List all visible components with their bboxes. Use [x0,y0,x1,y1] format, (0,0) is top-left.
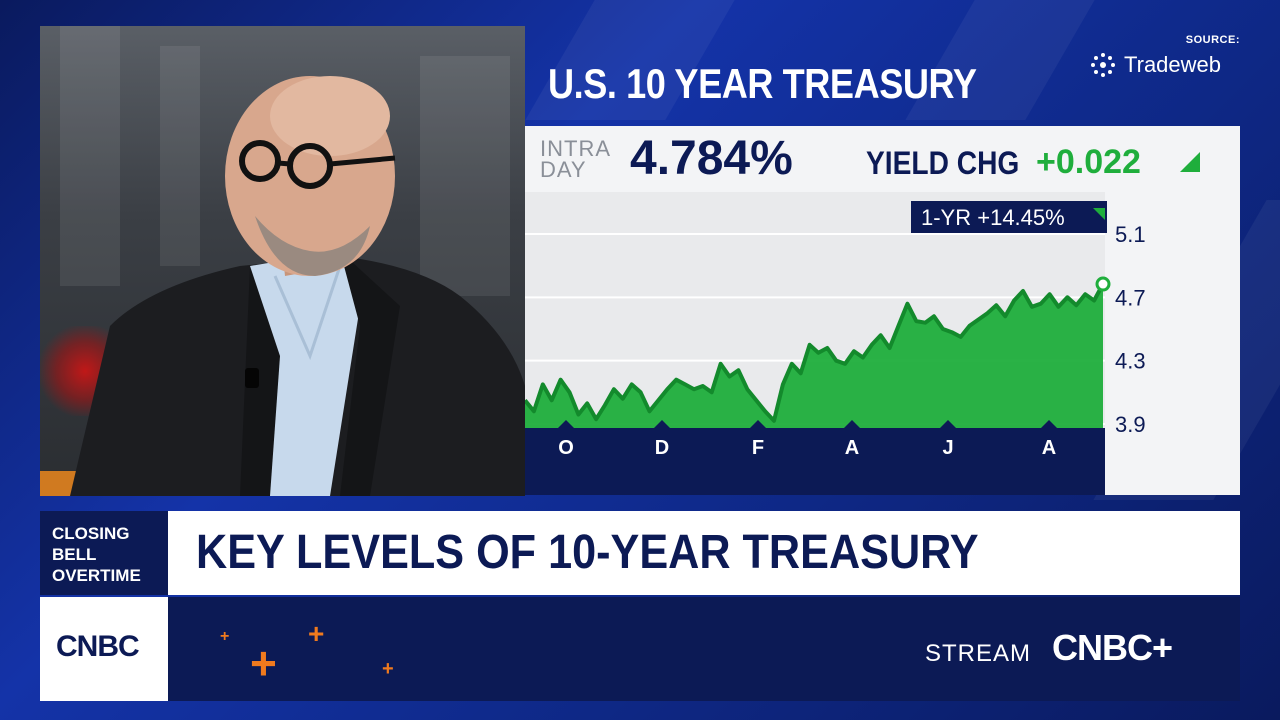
tradeweb-name: Tradeweb [1124,52,1222,77]
x-tick-marker [940,420,956,428]
x-tick-label: A [845,437,859,459]
intraday-line1: INTRA [540,136,611,161]
tradeweb-logo: Tradeweb [1088,50,1221,80]
x-tick-label: F [752,437,764,459]
x-tick-label: A [1042,437,1056,459]
show-name-line3: OVERTIME [52,566,141,585]
headline: KEY LEVELS OF 10-YEAR TREASURY [196,526,979,579]
plus-deco-icon: + [250,637,277,689]
bottom-bar [40,597,1240,701]
yield-line [525,283,1105,423]
yield-chart: O D F A J A 5.1 4.7 4.3 3.9 1-YR +14.45% [525,192,1240,495]
bg-window [420,56,510,296]
y-tick-label: 4.3 [1115,349,1146,374]
y-tick-label: 3.9 [1115,412,1146,437]
quote-bar [525,126,1240,192]
x-axis-panel [525,428,1105,495]
chart-title: U.S. 10 YEAR TREASURY [548,60,977,107]
badge-up-icon [1093,208,1105,220]
show-name-line1: CLOSING [52,524,130,543]
plus-deco-icon: + [308,618,325,649]
plus-deco-icon: + [220,628,230,645]
up-triangle-icon [1180,152,1200,172]
video-feed [40,26,525,496]
one-year-badge-text: 1-YR +14.45% [921,205,1065,230]
bg-window [160,46,200,266]
show-name-box: CLOSING BELL OVERTIME [40,511,168,595]
x-tick-marker [750,420,766,428]
x-tick-label: D [655,437,669,459]
y-axis-panel [1105,192,1240,495]
x-tick-marker [654,420,670,428]
yield-area [525,284,1103,428]
one-year-badge: 1-YR +14.45% [911,201,1107,233]
last-point [1095,276,1111,292]
intraday-line2: DAY [540,157,587,182]
yield-change-value: +0.022 [1036,143,1141,181]
tradeweb-burst-icon [1091,53,1115,77]
cnbc-plus-logo: CNBC+ [1052,627,1173,668]
y-tick-label: 5.1 [1115,222,1146,247]
bg-window [60,26,120,286]
presenter [70,76,525,496]
cnbc-logo: CNBC [56,630,140,663]
yield-price: 4.784% [630,132,793,185]
x-tick-label: J [942,437,953,459]
intraday-label: INTRA DAY [540,136,611,182]
cnbc-logo-box [40,597,168,701]
stream-label: STREAM [925,640,1032,667]
x-tick-marker [1041,420,1057,428]
source-label: SOURCE: [1185,34,1240,46]
x-tick-label: O [558,437,574,459]
x-tick-marker [844,420,860,428]
x-tick-marker [558,420,574,428]
yield-change-label: YIELD CHG [866,145,1020,181]
headline-bar [168,511,1240,595]
plus-deco-icon: + [382,658,394,680]
y-tick-label: 4.7 [1115,285,1146,310]
show-name-line2: BELL [52,545,97,564]
